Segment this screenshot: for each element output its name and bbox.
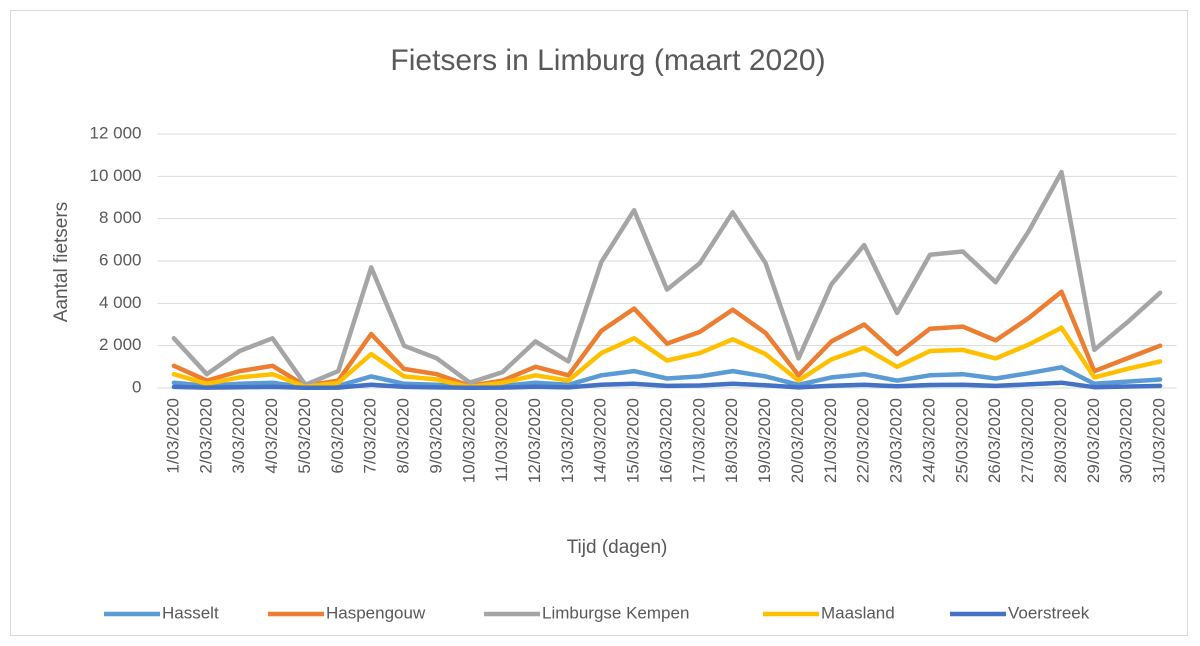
y-tick-label: 4 000 [99,293,142,312]
y-tick-label: 0 [132,377,141,396]
x-tick-label: 21/03/2020 [821,398,840,483]
y-tick-label: 8 000 [99,208,142,227]
legend-label: Haspengouw [326,603,426,622]
x-tick-label: 20/03/2020 [788,398,807,483]
legend-label: Voerstreek [1008,603,1090,622]
chart-border [10,10,1188,636]
series-line [171,380,1163,391]
x-tick-label: 6/03/2020 [328,398,347,474]
x-tick-label: 24/03/2020 [919,398,938,483]
x-tick-label: 12/03/2020 [525,398,544,483]
y-tick-label: 12 000 [90,123,142,142]
x-tick-label: 25/03/2020 [952,398,971,483]
x-tick-label: 3/03/2020 [229,398,248,474]
x-tick-label: 29/03/2020 [1084,398,1103,483]
x-tick-label: 1/03/2020 [163,398,182,474]
x-tick-label: 19/03/2020 [755,398,774,483]
x-tick-label: 5/03/2020 [295,398,314,474]
legend-label: Limburgse Kempen [542,603,689,622]
x-tick-label: 31/03/2020 [1150,398,1169,483]
y-tick-label: 10 000 [90,166,142,185]
y-axis-title: Aantal fietsers [51,202,72,322]
x-tick-label: 17/03/2020 [689,398,708,483]
legend-label: Hasselt [162,603,219,622]
x-tick-label: 26/03/2020 [985,398,1004,483]
x-tick-label: 2/03/2020 [196,398,215,474]
x-tick-label: 13/03/2020 [558,398,577,483]
x-tick-label: 16/03/2020 [656,398,675,483]
x-tick-label: 8/03/2020 [394,398,413,474]
x-tick-label: 23/03/2020 [887,398,906,483]
x-tick-label: 10/03/2020 [459,398,478,483]
x-tick-label: 22/03/2020 [854,398,873,483]
x-tick-label: 4/03/2020 [262,398,281,474]
x-tick-label: 9/03/2020 [426,398,445,474]
x-tick-label: 15/03/2020 [624,398,643,483]
x-tick-label: 27/03/2020 [1018,398,1037,483]
x-tick-label: 28/03/2020 [1051,398,1070,483]
legend-label: Maasland [821,603,895,622]
x-axis-title: Tijd (dagen) [567,537,668,558]
series-line [171,169,1163,388]
x-tick-label: 11/03/2020 [492,398,511,482]
x-tick-label: 18/03/2020 [722,398,741,483]
series-line [171,325,1163,390]
x-tick-label: 30/03/2020 [1117,398,1136,483]
y-tick-label: 6 000 [99,250,142,269]
x-tick-label: 14/03/2020 [591,398,610,483]
y-tick-label: 2 000 [99,335,142,354]
chart-title: Fietsers in Limburg (maart 2020) [390,44,825,77]
x-tick-label: 7/03/2020 [361,398,380,474]
